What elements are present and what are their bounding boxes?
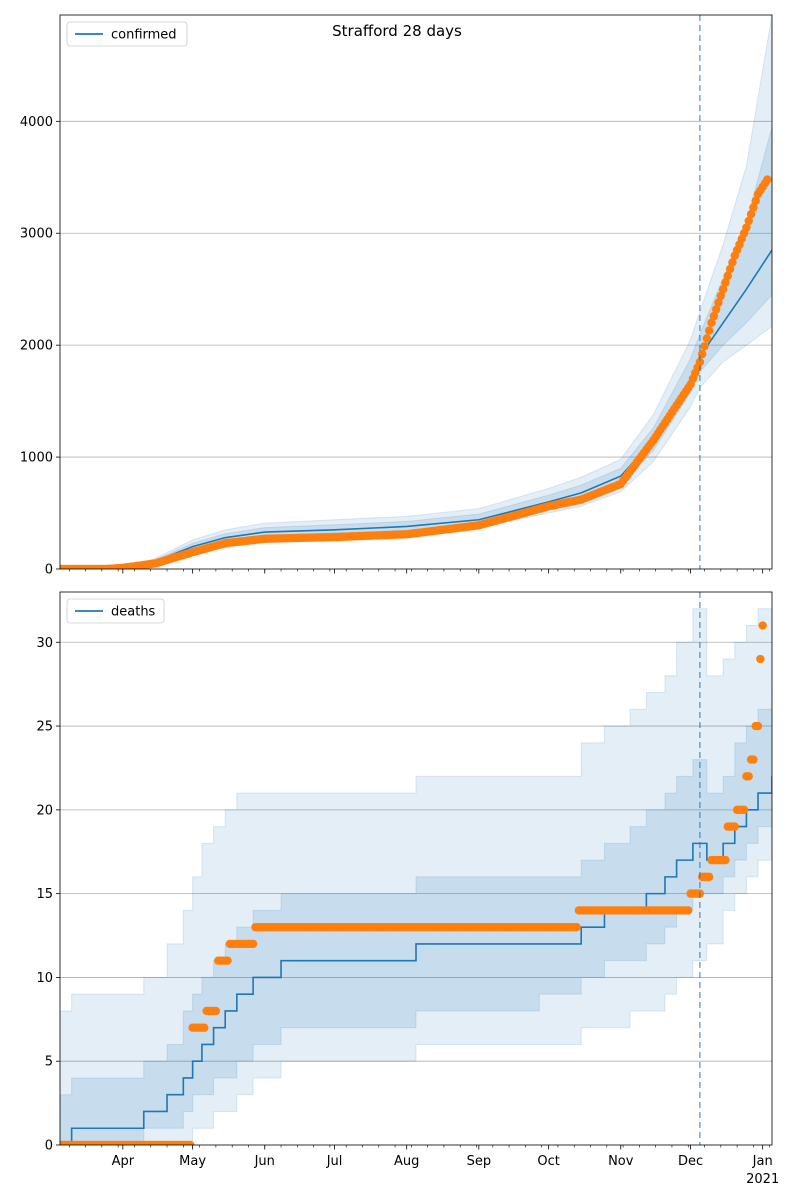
plot-area (60, 15, 772, 569)
legend-box (66, 598, 165, 624)
x-tick-label: Aug (394, 1154, 419, 1169)
observed-point (707, 318, 716, 327)
y-tick-label: 30 (36, 636, 53, 651)
observed-point (725, 264, 735, 274)
median-line (60, 776, 772, 1145)
observed-point (211, 1006, 221, 1016)
observed-point (704, 872, 714, 882)
observed-point (695, 357, 705, 367)
observed-point (248, 939, 258, 949)
observed-point (739, 805, 749, 815)
y-tick-label: 3000 (20, 227, 53, 242)
x-year-label: 2021 (746, 1172, 779, 1187)
axes-frame (59, 591, 773, 1146)
observed-point (200, 1023, 209, 1032)
observed-point (186, 1140, 195, 1145)
observed-point (718, 285, 728, 294)
observed-point (756, 654, 765, 664)
observed-point (742, 223, 751, 232)
deaths-panel: 0 5 10 15 20 25 30 Apr May Jun Jul Aug Sep Oct Nov Dec J… (36, 591, 779, 1187)
x-tick-label: Sep (467, 1154, 492, 1169)
x-tick-label: Jan (752, 1154, 773, 1169)
observed-point (572, 922, 581, 932)
y-tick-label: 1000 (20, 451, 53, 466)
observed-point (700, 342, 709, 351)
legend-label: deaths (111, 605, 156, 620)
observed-point (744, 772, 753, 781)
x-tick-label: Apr (112, 1154, 135, 1169)
observed-point (758, 621, 767, 630)
observed-point (751, 196, 760, 205)
observed-point (721, 855, 730, 865)
y-tick-label: 10 (36, 971, 53, 986)
uncertainty-band-outer (60, 608, 772, 1145)
observed-point (704, 326, 714, 335)
observed-point (728, 258, 737, 267)
x-tick-label: Dec (678, 1154, 703, 1169)
legend: deaths (66, 598, 165, 624)
observed-points (60, 175, 772, 569)
legend: confirmed (66, 21, 188, 47)
x-tick-label: Nov (608, 1154, 634, 1169)
x-tick-label: Jul (326, 1154, 343, 1169)
axes-frame (59, 14, 773, 570)
observed-point (684, 906, 693, 915)
y-tick-label: 0 (45, 1139, 53, 1154)
observed-point (749, 755, 758, 764)
chart-title: Strafford 28 days (332, 22, 462, 40)
observed-point (709, 311, 719, 321)
y-tick-label: 2000 (20, 339, 53, 354)
observed-point (753, 721, 763, 731)
observed-point (711, 305, 721, 314)
y-tick-label: 4000 (20, 115, 53, 130)
y-tick-label: 25 (36, 720, 53, 735)
observed-point (723, 271, 732, 280)
observed-points (60, 621, 767, 1145)
observed-point (714, 298, 723, 307)
observed-point (744, 216, 753, 226)
plot-area (60, 608, 772, 1145)
confirmed-panel: 0 1000 2000 3000 4000 confirmed (20, 14, 773, 578)
legend-label: confirmed (111, 28, 177, 43)
observed-point (223, 956, 232, 965)
x-tick-label: Oct (537, 1154, 559, 1169)
y-tick-label: 0 (45, 563, 53, 578)
observed-point (730, 822, 739, 831)
y-tick-label: 5 (45, 1055, 53, 1070)
observed-point (721, 278, 730, 287)
observed-point (716, 291, 726, 301)
x-tick-label: May (179, 1154, 206, 1169)
y-tick-label: 20 (36, 803, 53, 818)
observed-point (746, 210, 756, 219)
observed-point (763, 175, 772, 184)
x-tick-label: Jun (254, 1154, 275, 1169)
observed-point (749, 203, 758, 212)
legend-box (66, 21, 188, 47)
observed-point (702, 334, 712, 343)
y-tick-label: 15 (36, 887, 53, 902)
